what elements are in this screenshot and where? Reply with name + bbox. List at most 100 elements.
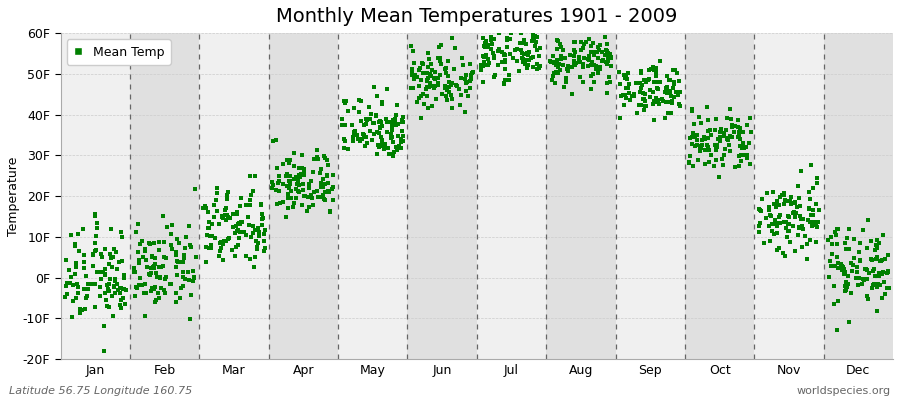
Point [107,276,122,282]
Point [685,108,699,114]
Point [515,50,529,57]
Point [693,145,707,152]
Point [830,240,844,247]
Point [565,64,580,70]
Point [685,140,699,147]
Point [81,286,95,292]
Point [207,202,221,208]
Point [639,102,653,109]
Point [78,306,93,312]
Point [189,253,203,260]
Point [850,269,865,276]
Bar [338,33,408,359]
Point [761,204,776,210]
Point [255,216,269,222]
Point [598,58,613,65]
Point [835,267,850,274]
Point [268,187,283,193]
Point [584,86,598,92]
Point [169,299,184,306]
Point [550,56,564,63]
Point [390,147,404,153]
Point [827,283,842,289]
Point [199,205,213,212]
Point [584,43,598,49]
Point [394,139,409,146]
Point [647,117,662,123]
Point [407,60,421,66]
Point [177,276,192,282]
Point [71,284,86,290]
Point [385,116,400,123]
Point [412,66,427,73]
Point [108,290,122,296]
Point [882,285,896,292]
Point [654,96,669,102]
Point [284,181,298,188]
Point [220,236,235,242]
Point [374,123,389,129]
Point [257,248,272,254]
Point [112,301,127,308]
Point [176,283,191,289]
Point [691,157,706,163]
Point [652,58,667,64]
Point [879,285,894,292]
Point [501,72,516,79]
Point [420,75,435,81]
Point [281,191,295,197]
Point [852,258,867,264]
Point [338,100,353,106]
Point [144,270,158,276]
Point [325,186,339,192]
Point [391,121,405,127]
Point [554,56,569,62]
Legend: Mean Temp: Mean Temp [67,39,171,65]
Point [247,222,261,229]
Point [473,65,488,71]
Point [292,178,306,184]
Point [416,60,430,67]
Point [587,62,601,68]
Point [228,253,242,260]
Point [382,151,396,158]
Point [522,57,536,64]
Point [475,63,490,69]
Point [870,254,885,260]
Point [838,282,852,289]
Point [821,237,835,244]
Point [754,208,769,214]
Point [171,259,185,266]
Point [828,263,842,269]
Point [831,226,845,232]
Point [866,282,880,288]
Point [364,111,378,118]
Point [716,133,731,140]
Point [176,255,191,261]
Point [865,285,879,291]
Point [266,185,280,191]
Point [77,252,92,258]
Point [287,200,302,206]
Point [235,219,249,226]
Point [861,217,876,224]
Point [387,118,401,124]
Point [139,290,153,296]
Point [177,252,192,258]
Point [683,152,698,159]
Point [266,138,281,144]
Point [670,70,684,76]
Point [502,51,517,58]
Point [389,112,403,118]
Point [553,41,567,47]
Point [479,52,493,58]
Point [567,52,581,59]
Point [310,156,325,163]
Point [766,189,780,195]
Point [80,281,94,287]
Point [273,200,287,206]
Point [867,266,881,272]
Point [526,64,541,70]
Point [576,44,590,51]
Point [806,212,820,218]
